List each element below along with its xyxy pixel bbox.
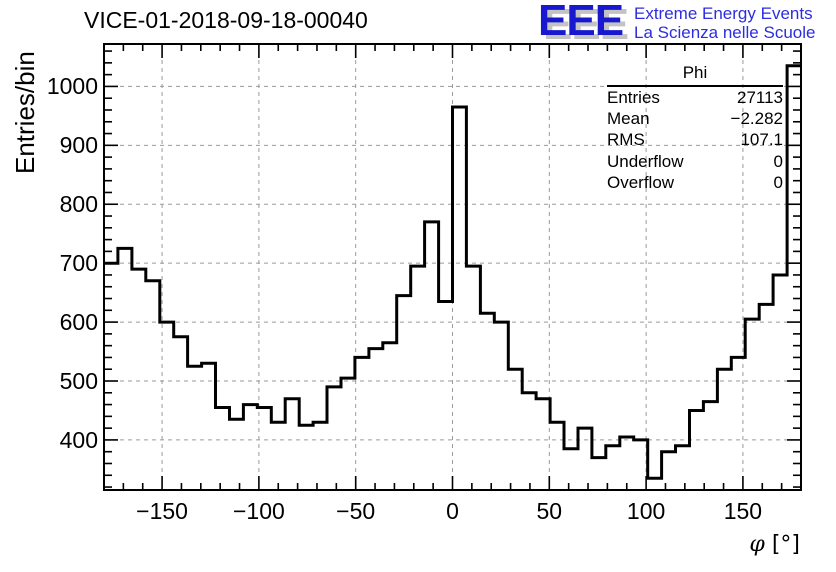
stats-row: Overflow 0: [607, 173, 783, 194]
x-axis-unit: [°]: [771, 532, 800, 557]
x-tick-label: −150: [136, 498, 188, 524]
x-axis-title: φ [°]: [700, 532, 800, 557]
stats-row-value: 107.1: [740, 130, 783, 150]
stats-row-label: Overflow: [607, 173, 675, 193]
y-tick-label: 1000: [46, 73, 98, 100]
stats-box-rows: Entries 27113 Mean −2.282 RMS 107.1 Underflow 0…: [607, 87, 783, 194]
stats-row-value: −2.282: [730, 109, 783, 129]
eee-logo-line2: La Scienza nelle Scuole: [634, 23, 816, 42]
stats-row: Underflow 0: [607, 151, 783, 172]
y-tick-label: 500: [59, 368, 98, 394]
stats-row-value: 0: [773, 173, 783, 193]
stats-row-label: RMS: [607, 130, 645, 150]
stats-row-label: Underflow: [607, 151, 684, 171]
stats-row: RMS 107.1: [607, 130, 783, 151]
stats-row-label: Mean: [607, 109, 650, 129]
x-tick-label: 50: [536, 498, 563, 524]
stats-row-label: Entries: [607, 87, 660, 107]
eee-logo-caption: Extreme Energy Events La Scienza nelle S…: [634, 4, 815, 42]
y-tick-label: 800: [59, 191, 98, 218]
x-tick-label: 100: [626, 498, 666, 524]
y-tick-label: 400: [59, 426, 98, 453]
plot-title: VICE-01-2018-09-18-00040: [84, 7, 368, 33]
stats-row: Mean −2.282: [607, 108, 783, 129]
histogram-line: [104, 64, 801, 480]
x-tick-label: −50: [336, 498, 376, 524]
stats-box: Phi Entries 27113 Mean −2.282 RMS 107.1 Underf…: [607, 63, 783, 194]
stats-box-title: Phi: [607, 63, 783, 87]
eee-logo-line1: Extreme Energy Events: [634, 4, 813, 23]
y-tick-label: 600: [59, 309, 98, 336]
eee-logo: EEE: [538, 0, 624, 45]
phi-symbol: φ: [749, 532, 765, 557]
y-tick-label: 900: [59, 132, 98, 159]
stats-row: Entries 27113: [607, 87, 783, 108]
stats-row-value: 27113: [736, 87, 783, 107]
x-tick-label: 150: [723, 498, 763, 524]
stats-row-value: 0: [773, 151, 783, 171]
y-tick-label: 700: [59, 250, 98, 277]
x-tick-label: −100: [232, 498, 285, 524]
x-tick-label: 0: [446, 498, 459, 524]
